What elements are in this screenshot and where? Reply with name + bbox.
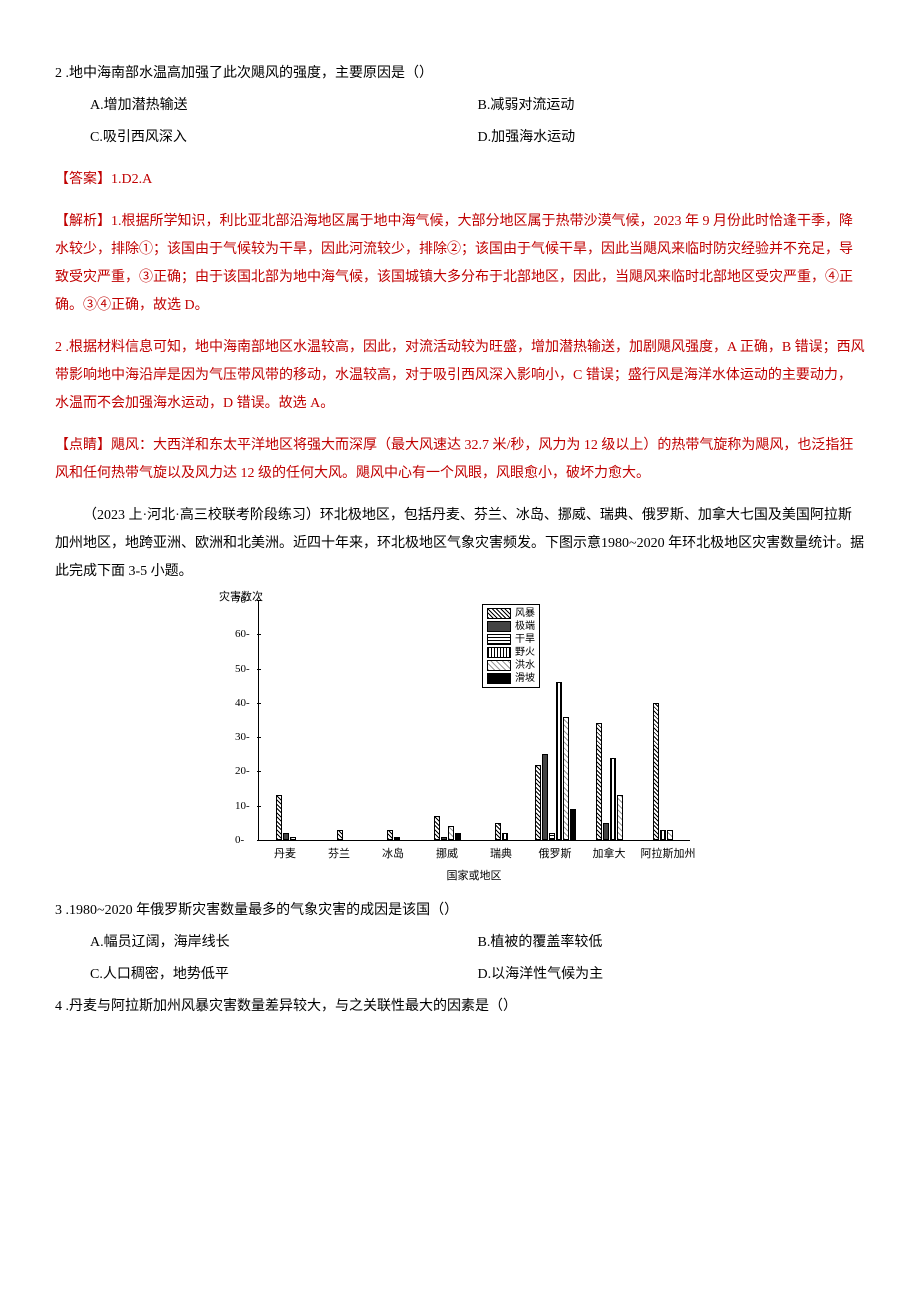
disaster-chart: 灾害数次 风暴极端干旱野火洪水滑坡 0-10-20-30-40-50-60-70… bbox=[230, 600, 690, 887]
q3-opt-c: C.人口稠密，地势低平 bbox=[90, 961, 478, 989]
bar bbox=[283, 833, 289, 840]
analysis-p3: 【点睛】飓风：大西洋和东太平洋地区将强大而深厚（最大风速达 32.7 米/秒，风… bbox=[55, 432, 865, 488]
q3-opts-row1: A.幅员辽阔，海岸线长 B.植被的覆盖率较低 bbox=[55, 929, 865, 957]
bar bbox=[276, 795, 282, 840]
chart-xlabel: 冰岛 bbox=[371, 843, 416, 865]
bar bbox=[337, 830, 343, 840]
chart-xlabel: 丹麦 bbox=[263, 843, 308, 865]
q3-opt-b: B.植被的覆盖率较低 bbox=[478, 929, 866, 957]
bar-group bbox=[425, 816, 470, 840]
q2-stem: 2 .地中海南部水温高加强了此次飓风的强度，主要原因是（） bbox=[55, 60, 865, 88]
chart-ytick: 10- bbox=[235, 795, 250, 817]
bar-group bbox=[641, 703, 686, 840]
bar bbox=[563, 717, 569, 840]
q3-stem: 3 .1980~2020 年俄罗斯灾害数量最多的气象灾害的成因是该国（） bbox=[55, 897, 865, 925]
bar bbox=[660, 830, 666, 840]
chart-ytick: 60- bbox=[235, 623, 250, 645]
chart-ytick: 0- bbox=[235, 829, 244, 851]
bar bbox=[556, 682, 562, 840]
bar bbox=[535, 765, 541, 840]
bar bbox=[495, 823, 501, 840]
bar bbox=[570, 809, 576, 840]
bar bbox=[542, 754, 548, 840]
bar-group bbox=[263, 795, 308, 840]
analysis-p2: 2 .根据材料信息可知，地中海南部地区水温较高，因此，对流活动较为旺盛，增加潜热… bbox=[55, 334, 865, 418]
passage2-p1: （2023 上·河北·高三校联考阶段练习）环北极地区，包括丹麦、芬兰、冰岛、挪威… bbox=[55, 502, 865, 586]
chart-xlabel: 俄罗斯 bbox=[533, 843, 578, 865]
chart-xlabel: 瑞典 bbox=[479, 843, 524, 865]
chart-ytick: 20- bbox=[235, 760, 250, 782]
bar-group bbox=[371, 830, 416, 840]
bar-group bbox=[587, 723, 632, 840]
bar bbox=[434, 816, 440, 840]
bar bbox=[441, 837, 447, 840]
chart-ytick: 40- bbox=[235, 692, 250, 714]
q2-opt-a: A.增加潜热输送 bbox=[90, 92, 478, 120]
chart-xlabel: 挪威 bbox=[425, 843, 470, 865]
bar-group bbox=[533, 682, 578, 840]
q2-opt-b: B.减弱对流运动 bbox=[478, 92, 866, 120]
q4-stem: 4 .丹麦与阿拉斯加州风暴灾害数量差异较大，与之关联性最大的因素是（） bbox=[55, 993, 865, 1021]
analysis-p1: 【解析】1.根据所学知识，利比亚北部沿海地区属于地中海气候，大部分地区属于热带沙… bbox=[55, 208, 865, 320]
bar bbox=[502, 833, 508, 840]
q2-opts-row1: A.增加潜热输送 B.减弱对流运动 bbox=[55, 92, 865, 120]
chart-xlabel: 加拿大 bbox=[587, 843, 632, 865]
chart-xlabel: 芬兰 bbox=[317, 843, 362, 865]
q3-opt-a: A.幅员辽阔，海岸线长 bbox=[90, 929, 478, 957]
q3-opts-row2: C.人口稠密，地势低平 D.以海洋性气候为主 bbox=[55, 961, 865, 989]
bar bbox=[387, 830, 393, 840]
bar-group bbox=[317, 830, 362, 840]
bar bbox=[448, 826, 454, 840]
chart-xaxis-title: 国家或地区 bbox=[258, 865, 690, 887]
bar bbox=[290, 837, 296, 840]
q2-opt-d: D.加强海水运动 bbox=[478, 124, 866, 152]
bar bbox=[603, 823, 609, 840]
chart-ytick: 50- bbox=[235, 658, 250, 680]
bar bbox=[610, 758, 616, 840]
q2-opt-c: C.吸引西风深入 bbox=[90, 124, 478, 152]
bar bbox=[596, 723, 602, 840]
answer-label: 【答案】1.D2.A bbox=[55, 166, 865, 194]
chart-xlabel: 阿拉斯加州 bbox=[641, 843, 686, 865]
bar bbox=[394, 837, 400, 840]
bar-group bbox=[479, 823, 524, 840]
q3-opt-d: D.以海洋性气候为主 bbox=[478, 961, 866, 989]
bar bbox=[455, 833, 461, 840]
chart-ytick: 30- bbox=[235, 726, 250, 748]
bar bbox=[617, 795, 623, 840]
bar bbox=[653, 703, 659, 840]
bar bbox=[667, 830, 673, 840]
bar bbox=[549, 833, 555, 840]
chart-ytick: 70- bbox=[235, 589, 250, 611]
q2-opts-row2: C.吸引西风深入 D.加强海水运动 bbox=[55, 124, 865, 152]
